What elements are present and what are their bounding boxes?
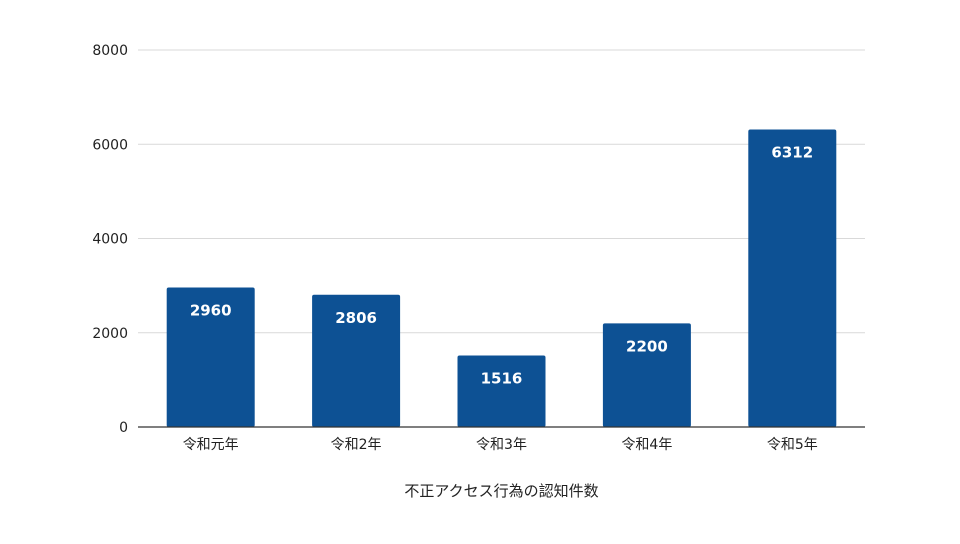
y-tick-label: 4000 (92, 232, 128, 248)
x-tick-label: 令和5年 (767, 437, 818, 453)
x-tick-label: 令和4年 (621, 437, 672, 453)
bar (748, 129, 837, 427)
grid-layer (138, 49, 865, 334)
bar (166, 287, 255, 427)
bar (312, 294, 401, 427)
bar-value-label: 2806 (335, 309, 377, 327)
bar (602, 323, 691, 427)
y-tick-label: 2000 (92, 326, 128, 342)
label-layer: 2960 2806 1516 2200 6312 (190, 144, 813, 388)
y-tick-label: 6000 (92, 137, 128, 153)
x-tick-label: 令和元年 (183, 437, 239, 453)
bar-value-label: 1516 (481, 370, 523, 388)
y-tick-label: 0 (119, 420, 128, 436)
x-axis-title: 不正アクセス行為の認知件数 (404, 482, 598, 500)
bar-value-label: 6312 (771, 144, 813, 162)
y-tick-label: 8000 (92, 43, 128, 59)
x-tick-label: 令和3年 (476, 437, 527, 453)
bar (457, 355, 546, 427)
x-tick-label: 令和2年 (331, 437, 382, 453)
bar-value-label: 2200 (626, 337, 668, 355)
axis-layer: 0 2000 4000 6000 8000 令和元年 令和2年 令和3年 令和4年 令和5年 (92, 43, 865, 453)
bar-value-label: 2960 (190, 302, 232, 320)
bar-layer (166, 129, 837, 427)
